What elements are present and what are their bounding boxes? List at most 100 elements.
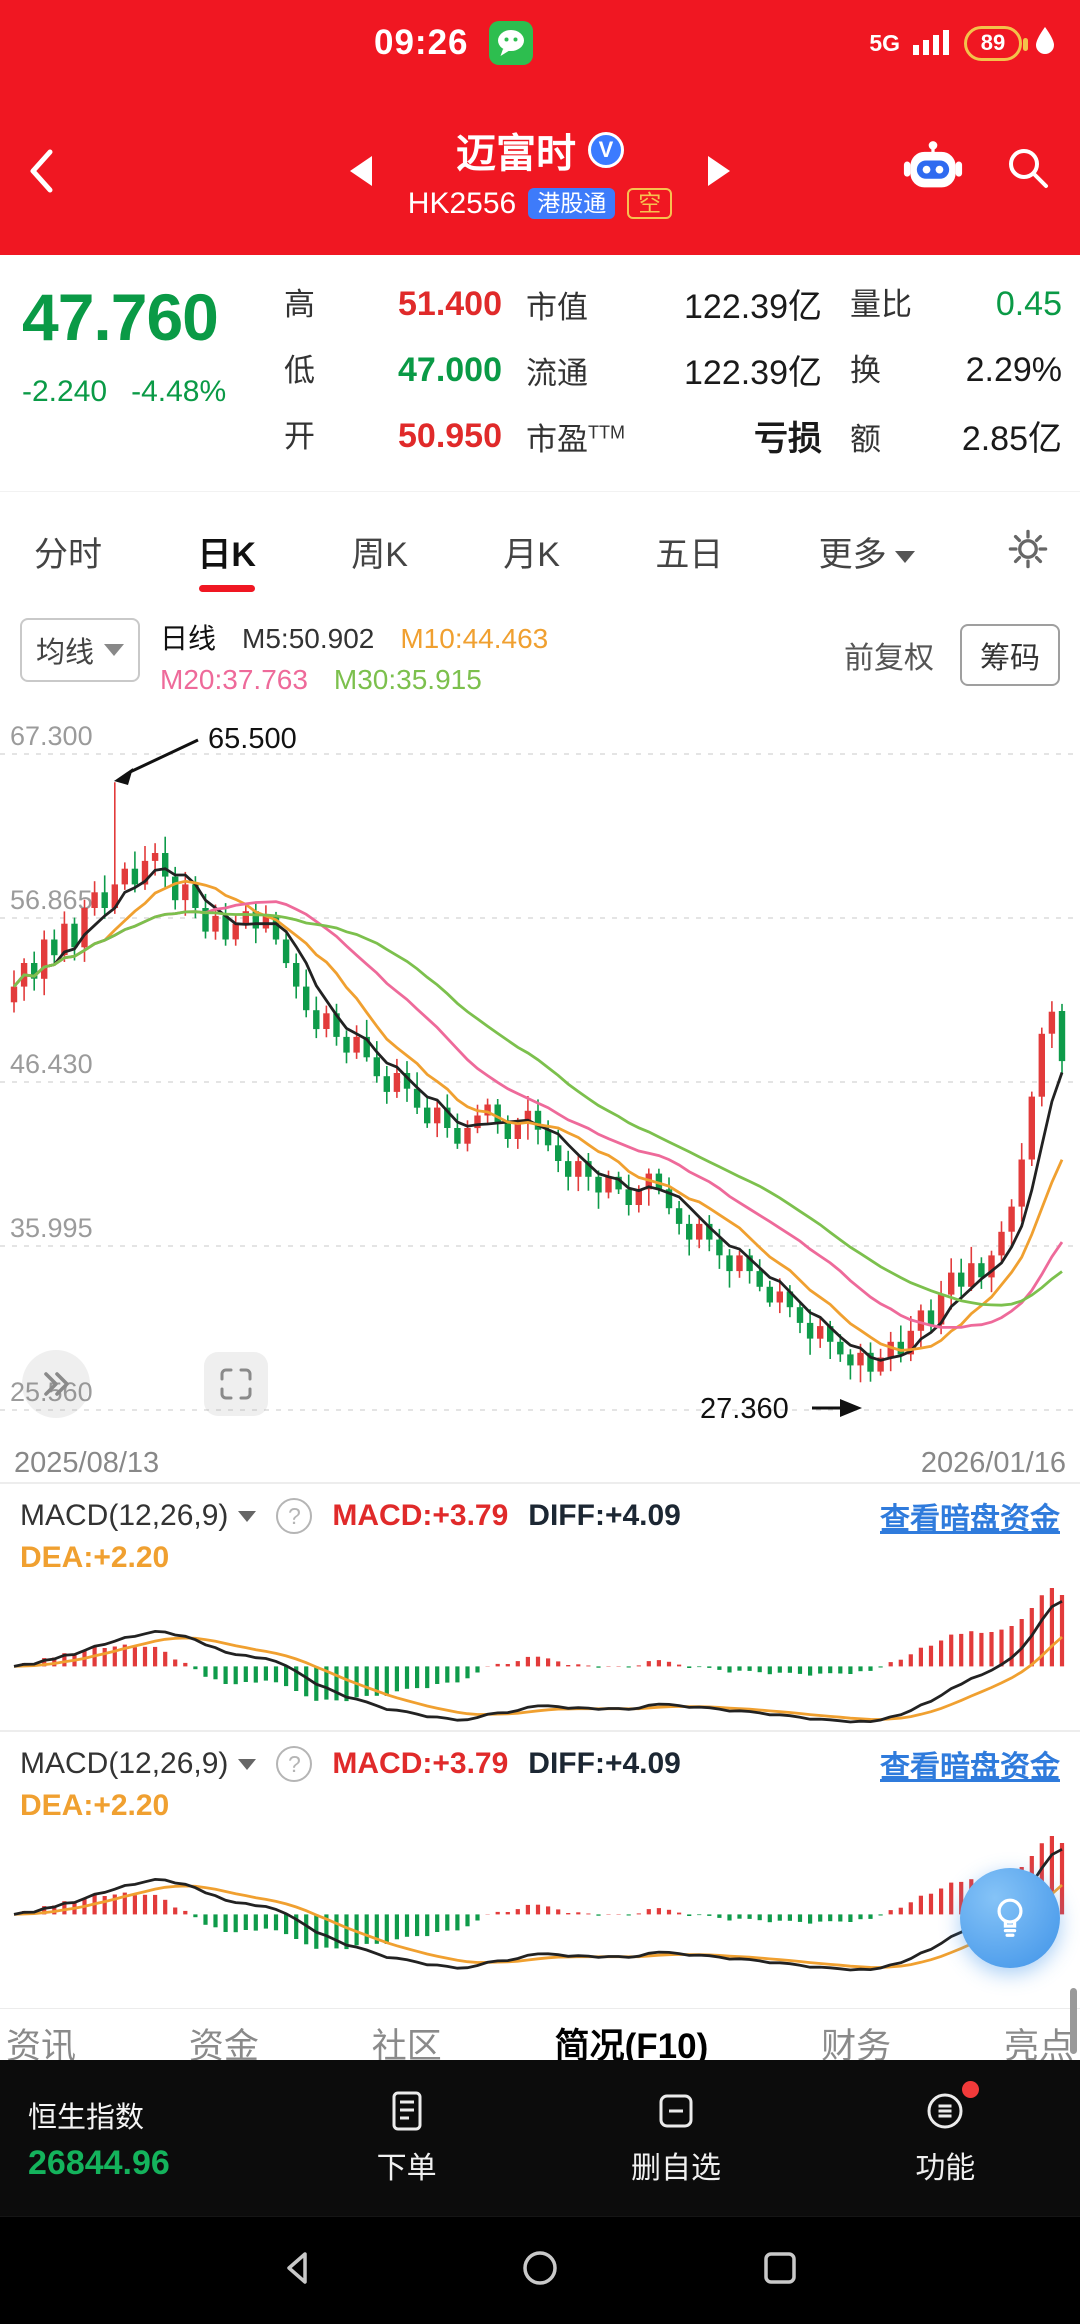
stock-title-block[interactable]: 迈富时 V HK2556 港股通 空 (407, 121, 673, 221)
back-button[interactable] (26, 136, 86, 206)
x-axis-start-date: 2025/08/13 (14, 1446, 160, 1479)
tab-news[interactable]: 资讯 (6, 2027, 77, 2060)
shortable-badge: 空 (627, 188, 673, 219)
low-value: 47.000 (398, 351, 502, 389)
svg-text:46.430: 46.430 (10, 1049, 93, 1079)
chip-distribution-button[interactable]: 筹码 (960, 624, 1060, 686)
notification-dot (962, 2081, 980, 2098)
functions-button[interactable]: 功能 (811, 2081, 1080, 2187)
tab-highlights[interactable]: 亮点 (1003, 2027, 1074, 2060)
high-value: 51.400 (398, 285, 502, 323)
tab-five-day[interactable]: 五日 (655, 535, 724, 574)
macd-chart-2[interactable] (0, 1828, 1080, 1978)
dark-pool-funds-link[interactable]: 查看暗盘资金 (880, 1751, 1060, 1784)
tab-profile-f10[interactable]: 简况(F10) (554, 2027, 709, 2060)
tab-financials[interactable]: 财务 (821, 2027, 892, 2060)
svg-text:67.300: 67.300 (10, 721, 93, 751)
kline-chart[interactable]: 67.300 56.865 46.430 35.995 25.560 65.500 27.3… (0, 708, 1080, 1444)
scrollbar[interactable] (1070, 1988, 1077, 2054)
macd-panel-2: MACD(12,26,9) ? MACD:+3.79 DIFF:+4.09 查看… (0, 1730, 1080, 1978)
search-icon[interactable] (1004, 144, 1052, 197)
next-stock-arrow[interactable] (708, 155, 731, 186)
x-axis-labels: 2025/08/13 2026/01/16 (0, 1444, 1080, 1482)
float-cap-label: 流通 (526, 356, 588, 391)
clock: 09:26 (374, 23, 469, 62)
tab-minute[interactable]: 分时 (34, 535, 102, 574)
dark-pool-funds-link[interactable]: 查看暗盘资金 (880, 1503, 1060, 1536)
high-label: 高 (284, 287, 315, 322)
tab-capital[interactable]: 资金 (188, 2027, 259, 2060)
macd-chart-1[interactable] (0, 1580, 1080, 1730)
macd-panel-1: MACD(12,26,9) ? MACD:+3.79 DIFF:+4.09 查看… (0, 1482, 1080, 1730)
low-label: 低 (284, 353, 315, 388)
chevron-down-icon (238, 1758, 257, 1770)
tab-week-k[interactable]: 周K (351, 535, 408, 574)
help-icon[interactable]: ? (276, 1498, 313, 1534)
macd-indicator-selector[interactable]: MACD(12,26,9) (20, 1499, 257, 1533)
delete-watchlist-button[interactable]: 删自选 (541, 2089, 810, 2187)
order-form-icon (385, 2089, 429, 2133)
ohlc-column: 高 51.400 低 47.000 开 50.950 (284, 279, 502, 491)
wechat-notification-icon (488, 21, 533, 65)
smart-diagnosis-bulb-button[interactable] (960, 1868, 1060, 1968)
assistant-robot-icon[interactable] (902, 140, 964, 201)
ma-info-bar: 均线 日线 M5:50.902 M10:44.463 M20:37.763 M3… (0, 610, 1080, 708)
open-label: 开 (284, 419, 315, 454)
svg-text:65.500: 65.500 (208, 723, 297, 755)
tab-day-k[interactable]: 日K (193, 505, 260, 598)
android-back-button[interactable] (278, 2246, 322, 2295)
ma-selector-button[interactable]: 均线 (20, 618, 141, 682)
fullscreen-icon[interactable] (204, 1352, 268, 1416)
diff-value: DIFF:+4.09 (528, 1499, 681, 1532)
android-navigation-bar (0, 2216, 1080, 2324)
kline-tab-bar: 分时 日K 周K 月K 五日 更多 (0, 492, 1080, 610)
svg-text:25.560: 25.560 (10, 1377, 93, 1407)
tab-month-k[interactable]: 月K (503, 535, 560, 574)
macd-value: MACD:+3.79 (332, 1499, 509, 1532)
help-icon[interactable]: ? (276, 1746, 313, 1782)
pe-ttm-label: 市盈TTM (526, 422, 625, 457)
turnover-value: 2.29% (965, 351, 1062, 389)
adjust-mode-label[interactable]: 前复权 (844, 642, 934, 675)
android-recents-button[interactable] (758, 2246, 802, 2295)
expand-drawer-button[interactable] (22, 1350, 90, 1418)
volume-ratio-label: 量比 (850, 287, 912, 322)
prev-stock-arrow[interactable] (349, 155, 372, 186)
price-change-pct: -4.48% (131, 375, 227, 408)
network-type: 5G (869, 29, 900, 56)
ma-values: 日线 M5:50.902 M10:44.463 M20:37.763 M30:3… (160, 618, 844, 700)
power-saving-icon (1034, 26, 1056, 61)
hsi-index-quote[interactable]: 恒生指数 26844.96 (0, 2094, 272, 2183)
amount-value: 2.85亿 (961, 420, 1062, 458)
signal-strength-icon (912, 26, 952, 61)
price-change: -2.240 (22, 375, 108, 408)
liquidity-column: 量比 0.45 换 2.29% 额 2.85亿 (850, 279, 1070, 491)
place-order-button[interactable]: 下单 (272, 2089, 541, 2187)
quote-panel: 47.760 -2.240 -4.48% 高 51.400 低 47.000 开 50… (0, 255, 1080, 492)
period-label: 日线 (160, 623, 217, 654)
index-name: 恒生指数 (28, 2101, 145, 2134)
kline-canvas[interactable]: 67.300 56.865 46.430 35.995 25.560 65.500 27.3… (0, 708, 1080, 1444)
last-price: 47.760 (22, 280, 219, 354)
tab-more[interactable]: 更多 (815, 505, 919, 598)
stock-code: HK2556 (407, 186, 517, 220)
open-value: 50.950 (398, 417, 502, 455)
android-home-button[interactable] (518, 2246, 562, 2295)
minus-square-icon (654, 2089, 698, 2133)
volume-ratio-value: 0.45 (995, 285, 1062, 323)
pe-ttm-value: 亏损 (754, 420, 822, 458)
app-header: 迈富时 V HK2556 港股通 空 (0, 86, 1080, 255)
market-cap-label: 市值 (526, 290, 588, 325)
market-cap-value: 122.39亿 (684, 288, 822, 326)
macd-indicator-selector[interactable]: MACD(12,26,9) (20, 1747, 257, 1781)
menu-circle-icon (923, 2081, 980, 2133)
f10-tab-bar: 资讯 资金 社区 简况(F10) 财务 亮点 (0, 2008, 1080, 2060)
kline-settings-gear-icon[interactable] (1006, 527, 1050, 576)
amount-label: 额 (850, 422, 881, 457)
svg-text:56.865: 56.865 (10, 885, 93, 915)
tab-community[interactable]: 社区 (371, 2027, 442, 2060)
verified-badge: V (587, 131, 624, 168)
dea-value: DEA:+2.20 (20, 1541, 170, 1574)
valuation-column: 市值 122.39亿 流通 122.39亿 市盈TTM 亏损 (526, 279, 822, 491)
